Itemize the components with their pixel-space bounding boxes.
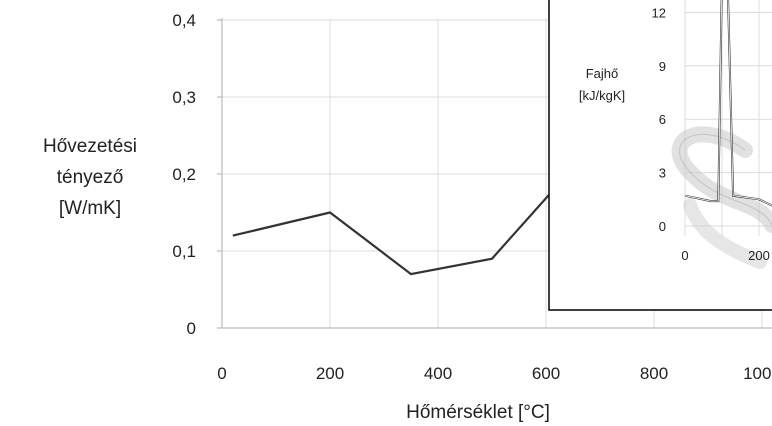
inset-y-axis-title-line-1: Fajhő: [586, 66, 619, 81]
watermark-logo-icon: [671, 126, 772, 269]
inset-y-tick-label: 0: [659, 219, 666, 234]
inset-y-tick-label: 6: [659, 112, 666, 127]
y-axis-title: Hővezetési tényező [W/mK]: [43, 136, 137, 219]
y-tick-label: 0,2: [172, 165, 196, 184]
series-line-conductivity: [232, 173, 569, 276]
inset-y-axis-title-line-2: [kJ/kgK]: [579, 88, 625, 103]
x-axis-title: Hőmérséklet [°C]: [406, 402, 550, 423]
y-tick-labels: 0 0,1 0,2 0,3 0,4: [172, 11, 196, 338]
main-axes: [217, 18, 772, 329]
y-axis-title-line-2: tényező: [57, 167, 124, 188]
y-axis-title-line-1: Hővezetési: [43, 136, 137, 157]
inset-y-tick-labels: 0 3 6 9 12: [652, 5, 666, 234]
inset-y-tick-label: 12: [652, 5, 666, 20]
x-tick-label: 400: [424, 364, 452, 383]
y-tick-label: 0: [187, 319, 196, 338]
inset-x-tick-labels: 0 200: [681, 248, 769, 263]
inset-x-tick-label: 200: [748, 248, 770, 263]
inset-y-tick-label: 3: [659, 166, 666, 181]
x-tick-label: 600: [532, 364, 560, 383]
inset-y-tick-label: 9: [659, 59, 666, 74]
inset-x-tick-label: 0: [681, 248, 688, 263]
x-tick-label: 200: [316, 364, 344, 383]
y-axis-title-line-3: [W/mK]: [59, 198, 121, 219]
x-tick-label: 800: [640, 364, 668, 383]
y-tick-label: 0,4: [172, 11, 196, 30]
series-line-specific-heat-outline: [684, 0, 772, 207]
y-tick-label: 0,1: [172, 242, 196, 261]
inset-chart: 0 200 0 3 6 9 12 Fajhő [kJ/kgK]: [548, 0, 772, 311]
x-tick-label: 0: [217, 364, 226, 383]
y-tick-label: 0,3: [172, 88, 196, 107]
inset-y-axis-title: Fajhő [kJ/kgK]: [579, 66, 625, 103]
